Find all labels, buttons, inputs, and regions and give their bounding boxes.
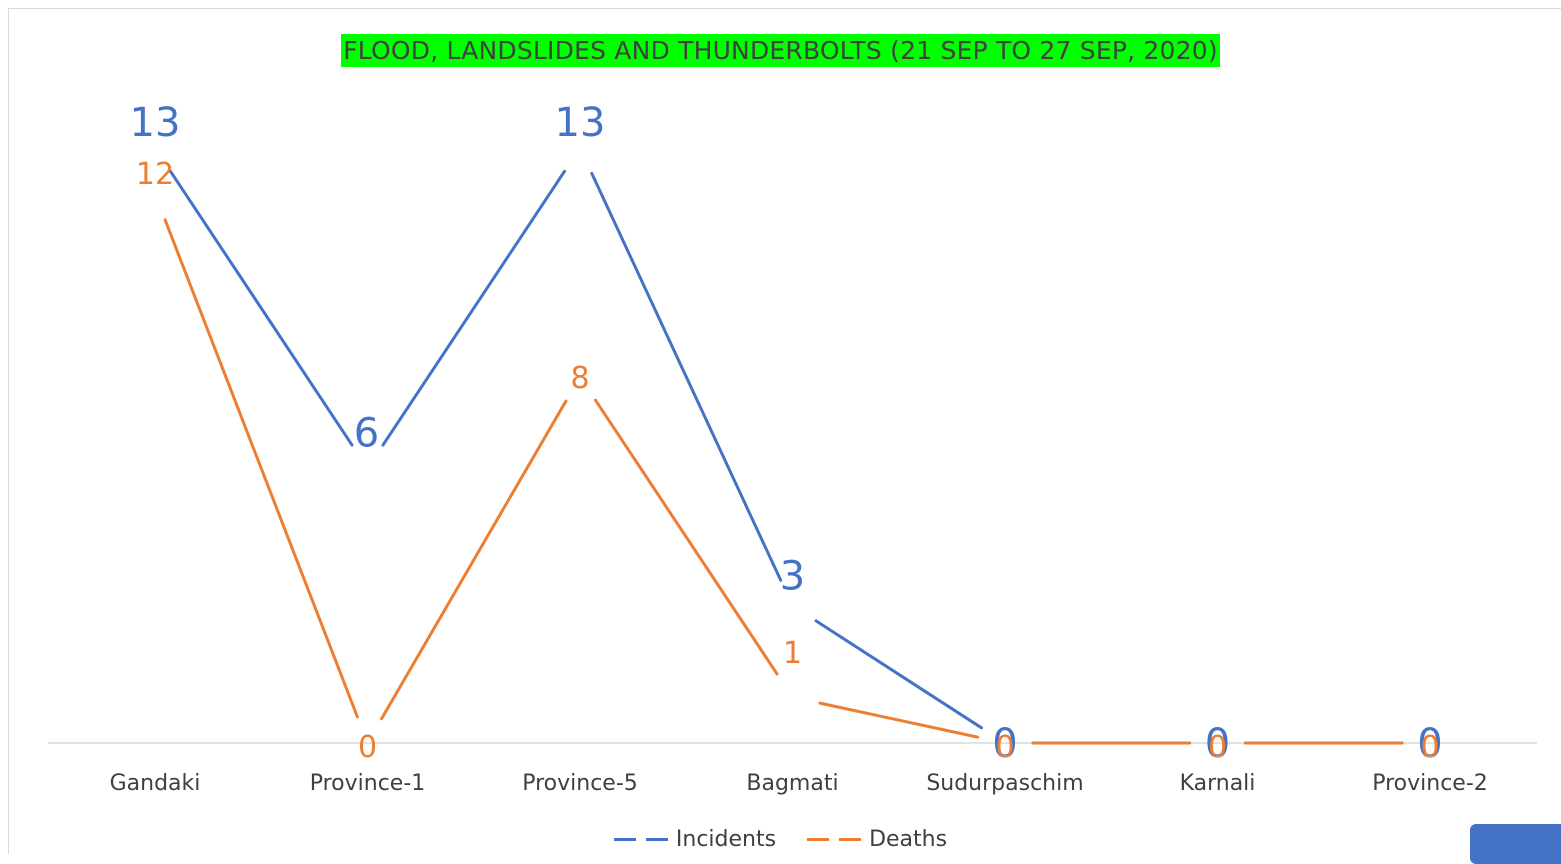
data-label-incidents: 0	[992, 721, 1017, 767]
x-tick-label: Province-5	[522, 771, 638, 796]
x-tick-label: Sudurpaschim	[926, 771, 1083, 796]
data-label-deaths: 8	[570, 361, 589, 396]
series-line-deaths	[593, 398, 779, 676]
legend-label-deaths: Deaths	[869, 827, 948, 852]
series-line-incidents	[590, 171, 783, 582]
series-line-incidents	[814, 619, 983, 730]
data-label-deaths: 0	[1208, 730, 1227, 765]
data-label-incidents: 0	[1417, 721, 1442, 767]
series-line-deaths	[380, 399, 568, 721]
x-tick-label: Bagmati	[746, 771, 838, 796]
data-label-deaths: 1	[783, 636, 802, 671]
data-label-incidents: 13	[130, 100, 181, 146]
legend-label-incidents: Incidents	[675, 827, 777, 852]
series-line-incidents	[168, 169, 354, 447]
legend: Incidents Deaths	[0, 822, 1561, 852]
data-label-incidents: 13	[555, 100, 606, 146]
corner-button[interactable]	[1470, 824, 1561, 864]
series-line-incidents	[381, 169, 567, 447]
legend-swatch-deaths	[807, 838, 864, 841]
x-tick-label: Province-1	[310, 771, 426, 796]
x-tick-label: Karnali	[1180, 771, 1256, 796]
data-label-deaths: 0	[995, 730, 1014, 765]
data-label-deaths: 0	[1420, 730, 1439, 765]
data-label-incidents: 0	[1205, 721, 1230, 767]
x-tick-label: Gandaki	[110, 771, 201, 796]
data-label-incidents: 6	[354, 410, 379, 456]
legend-item-deaths: Deaths	[807, 827, 947, 852]
legend-item-incidents: Incidents	[613, 827, 777, 852]
series-line-deaths	[163, 218, 359, 719]
series-line-deaths	[818, 701, 980, 739]
chart-area	[8, 8, 1561, 854]
legend-swatch-incidents	[613, 838, 670, 841]
chart-title: FLOOD, LANDSLIDES AND THUNDERBOLTS (21 S…	[341, 34, 1220, 67]
x-tick-label: Province-2	[1372, 771, 1488, 796]
data-label-deaths: 12	[136, 157, 174, 192]
data-label-deaths: 0	[358, 730, 377, 765]
data-label-incidents: 3	[780, 554, 805, 600]
